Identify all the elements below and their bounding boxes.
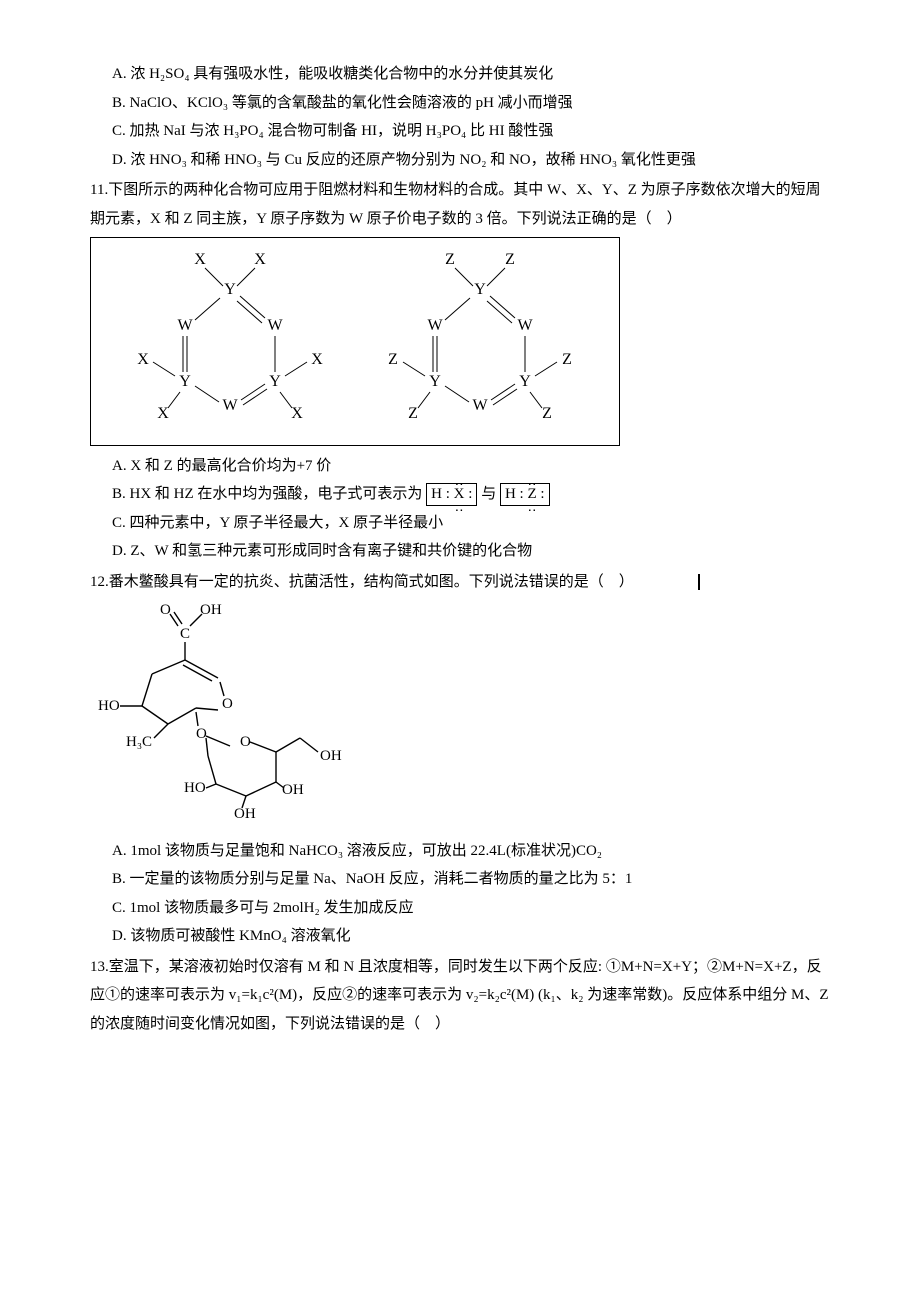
- fig-label: Y: [519, 373, 531, 390]
- q10-option-a: A. 浓 H₂SO₄ 具有强吸水性，能吸收糖类化合物中的水分并使其炭化: [90, 60, 830, 89]
- fig-label: Z: [388, 351, 398, 368]
- q10-option-c: C. 加热 NaI 与浓 H₃PO₄ 混合物可制备 HI，说明 H₃PO₄ 比 …: [90, 117, 830, 146]
- q11-option-b: B. HX 和 HZ 在水中均为强酸，电子式可表示为 H : X : 与 H :…: [90, 480, 830, 509]
- fig-label: Y: [269, 373, 281, 390]
- fig-label: Y: [474, 281, 486, 298]
- svg-text:OH: OH: [200, 602, 222, 618]
- fig-label: Z: [445, 251, 455, 268]
- q12-figure: O OH C O HO H₃C O O: [90, 596, 830, 837]
- fig-label: Z: [505, 251, 515, 268]
- q10-option-b: B. NaClO、KClO₃ 等氯的含氧酸盐的氧化性会随溶液的 pH 减小而增强: [90, 89, 830, 118]
- electron-hx: H : X :: [426, 483, 477, 506]
- svg-text:OH: OH: [234, 806, 256, 822]
- q13-stem: 13.室温下，某溶液初始时仅溶有 M 和 N 且浓度相等，同时发生以下两个反应:…: [90, 953, 830, 1039]
- svg-text:O: O: [240, 734, 251, 750]
- svg-text:HO: HO: [98, 698, 120, 714]
- q11-stem: 11.下图所示的两种化合物可应用于阻燃材料和生物材料的合成。其中 W、X、Y、Z…: [90, 176, 830, 233]
- svg-text:C: C: [180, 626, 190, 642]
- q10-option-d: D. 浓 HNO₃ 和稀 HNO₃ 与 Cu 反应的还原产物分别为 NO₂ 和 …: [90, 146, 830, 175]
- fig-label: X: [291, 405, 303, 422]
- fig-label: X: [137, 351, 149, 368]
- fig-label: W: [472, 397, 488, 414]
- fig-label: Z: [542, 405, 552, 422]
- fig-label: Y: [224, 281, 236, 298]
- text-cursor: [698, 574, 700, 590]
- fig-label: Y: [429, 373, 441, 390]
- svg-text:HO: HO: [184, 780, 206, 796]
- fig-label: Z: [408, 405, 418, 422]
- svg-text:O: O: [222, 696, 233, 712]
- fig-label: X: [311, 351, 323, 368]
- fig-label: X: [157, 405, 169, 422]
- q11-b-mid: 与: [481, 486, 500, 502]
- fig-label: X: [194, 251, 206, 268]
- svg-text:H₃C: H₃C: [126, 734, 152, 750]
- fig-label: Z: [562, 351, 572, 368]
- electron-hz: H : Z :: [500, 483, 550, 506]
- q12-stem: 12.番木鳖酸具有一定的抗炎、抗菌活性，结构简式如图。下列说法错误的是（ ）: [90, 568, 830, 597]
- svg-text:OH: OH: [282, 782, 304, 798]
- q12-option-d: D. 该物质可被酸性 KMnO₄ 溶液氧化: [90, 922, 830, 951]
- q12-option-a: A. 1mol 该物质与足量饱和 NaHCO₃ 溶液反应，可放出 22.4L(标…: [90, 837, 830, 866]
- q11-b-pre: B. HX 和 HZ 在水中均为强酸，电子式可表示为: [112, 486, 426, 502]
- fig-label: W: [222, 397, 238, 414]
- fig-label: W: [177, 317, 193, 334]
- q11-option-d: D. Z、W 和氢三种元素可形成同时含有离子键和共价键的化合物: [90, 537, 830, 566]
- svg-text:O: O: [160, 602, 171, 618]
- q12-option-c: C. 1mol 该物质最多可与 2molH₂ 发生加成反应: [90, 894, 830, 923]
- svg-text:O: O: [196, 726, 207, 742]
- q12-stem-text: 12.番木鳖酸具有一定的抗炎、抗菌活性，结构简式如图。下列说法错误的是（ ）: [90, 574, 634, 590]
- fig-label: W: [267, 317, 283, 334]
- fig-label: Y: [179, 373, 191, 390]
- q11-figure: X X Y W W X X Y Y X: [90, 237, 620, 446]
- svg-text:OH: OH: [320, 748, 342, 764]
- fig-label: W: [427, 317, 443, 334]
- fig-label: W: [517, 317, 533, 334]
- fig-label: X: [254, 251, 266, 268]
- q12-option-b: B. 一定量的该物质分别与足量 Na、NaOH 反应，消耗二者物质的量之比为 5…: [90, 865, 830, 894]
